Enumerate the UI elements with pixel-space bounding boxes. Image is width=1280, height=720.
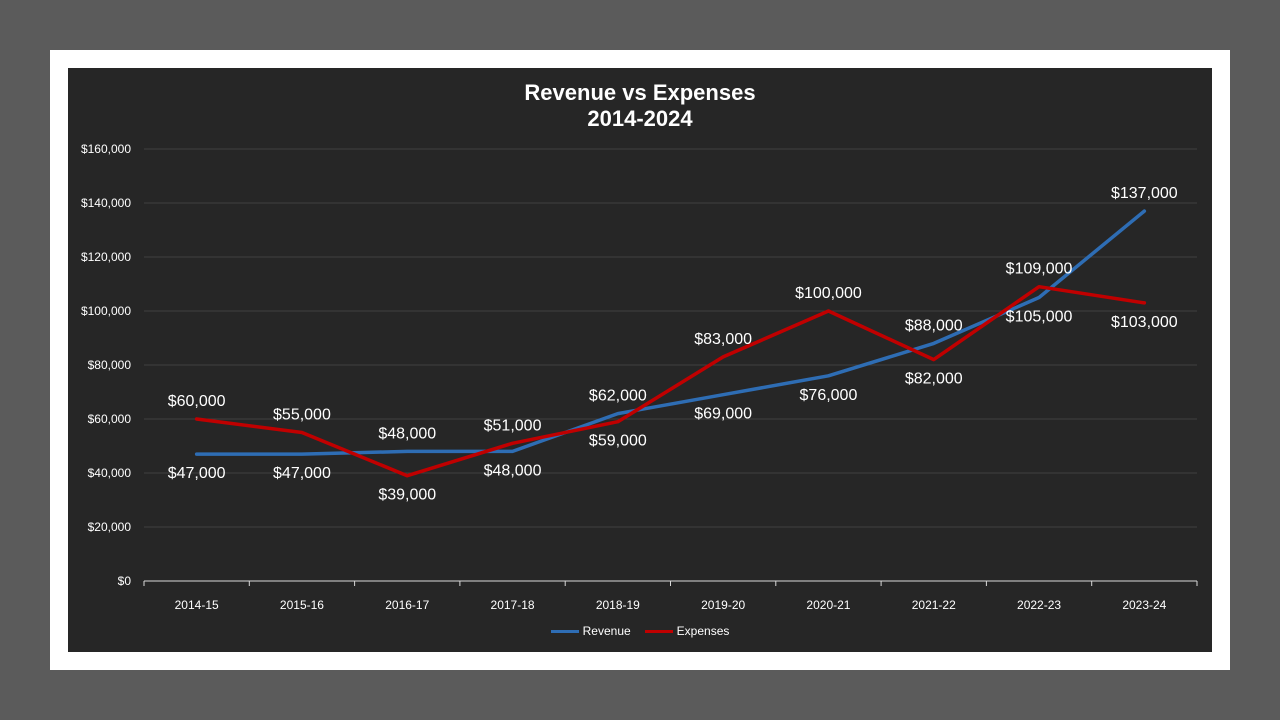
legend: Revenue Expenses xyxy=(0,624,1280,638)
y-tick-label: $120,000 xyxy=(81,250,131,264)
data-label: $100,000 xyxy=(795,285,862,302)
data-label: $48,000 xyxy=(484,462,542,479)
legend-swatch-revenue xyxy=(550,629,579,633)
y-tick-label: $100,000 xyxy=(81,304,131,318)
x-tick-label: 2015-16 xyxy=(280,598,324,612)
data-label: $47,000 xyxy=(168,465,226,482)
x-tick-label: 2019-20 xyxy=(701,598,745,612)
data-label: $55,000 xyxy=(273,407,331,424)
y-tick-label: $0 xyxy=(118,574,132,588)
data-label: $76,000 xyxy=(800,387,858,404)
legend-item-revenue: Revenue xyxy=(550,624,631,638)
x-tick-label: 2014-15 xyxy=(175,598,219,612)
x-tick-label: 2018-19 xyxy=(596,598,640,612)
x-tick-label: 2022-23 xyxy=(1017,598,1061,612)
data-label: $60,000 xyxy=(168,393,226,410)
y-tick-label: $40,000 xyxy=(88,466,132,480)
legend-label-revenue: Revenue xyxy=(582,624,631,638)
legend-item-expenses: Expenses xyxy=(644,624,730,638)
y-tick-label: $80,000 xyxy=(88,358,132,372)
chart-title: Revenue vs Expenses xyxy=(524,80,756,105)
y-tick-label: $140,000 xyxy=(81,196,131,210)
data-label: $109,000 xyxy=(1006,261,1073,278)
data-label: $51,000 xyxy=(484,417,542,434)
chart-background xyxy=(68,68,1212,652)
chart-subtitle: 2014-2024 xyxy=(587,106,693,131)
data-label: $83,000 xyxy=(694,331,752,348)
data-label: $47,000 xyxy=(273,465,331,482)
series-line-revenue xyxy=(194,209,1147,456)
data-label: $62,000 xyxy=(589,388,647,405)
data-label: $69,000 xyxy=(694,406,752,423)
data-label: $105,000 xyxy=(1006,309,1073,326)
data-label: $39,000 xyxy=(378,487,436,504)
x-tick-label: 2016-17 xyxy=(385,598,429,612)
x-tick-label: 2023-24 xyxy=(1122,598,1166,612)
chart-title-block: Revenue vs Expenses 2014-2024 xyxy=(0,80,1280,132)
data-label: $88,000 xyxy=(905,317,963,334)
data-label: $82,000 xyxy=(905,371,963,388)
legend-label-expenses: Expenses xyxy=(676,624,730,638)
y-tick-label: $20,000 xyxy=(88,520,132,534)
x-tick-label: 2020-21 xyxy=(806,598,850,612)
x-tick-label: 2017-18 xyxy=(491,598,535,612)
legend-swatch-expenses xyxy=(644,629,673,633)
data-label: $137,000 xyxy=(1111,185,1178,202)
series-line-expenses xyxy=(194,284,1147,478)
x-tick-label: 2021-22 xyxy=(912,598,956,612)
data-label: $59,000 xyxy=(589,433,647,450)
y-tick-label: $160,000 xyxy=(81,142,131,156)
y-tick-label: $60,000 xyxy=(88,412,132,426)
data-label: $103,000 xyxy=(1111,314,1178,331)
data-label: $48,000 xyxy=(378,425,436,442)
